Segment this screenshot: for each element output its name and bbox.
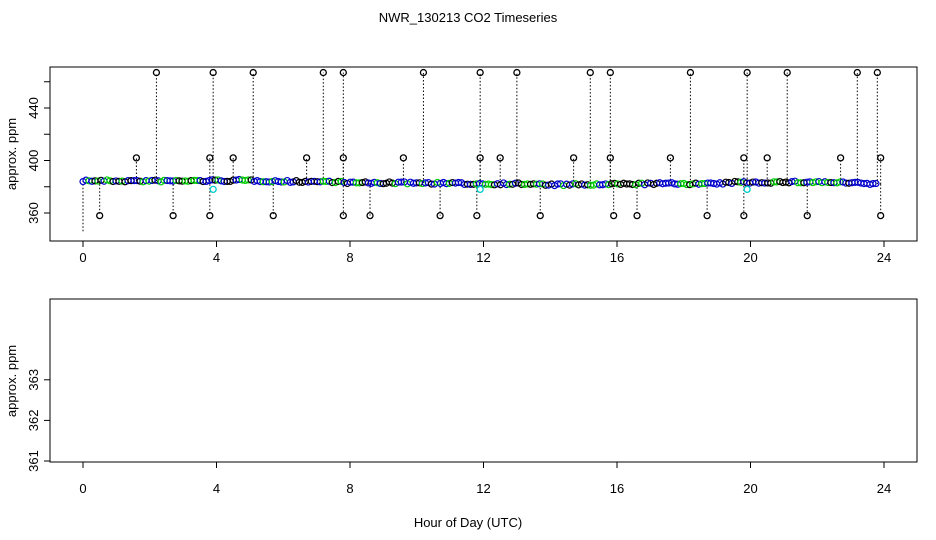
- top-ytick-label: 360: [26, 202, 41, 224]
- top-spike-low-point: [339, 211, 347, 220]
- top-axes: 0 4 8 12 16 20 24 360 400 440: [26, 81, 891, 265]
- top-spike-high-point: [513, 68, 521, 77]
- bottom-ytick-label: 362: [26, 410, 41, 432]
- top-spike-high-point: [873, 68, 881, 77]
- top-spike-low-point: [803, 211, 811, 220]
- top-baseline-point: [872, 179, 880, 188]
- top-spike-high-point: [152, 68, 161, 77]
- top-panel: approx. ppm 0 4 8 12 16 20 24 360 400 440: [4, 66, 918, 265]
- bottom-axes: 04812162024361362363384385: [26, 369, 891, 496]
- top-spike-high-point: [339, 68, 347, 77]
- chart-title: NWR_130213 CO2 Timeseries: [379, 10, 558, 25]
- top-xtick-label: 12: [476, 250, 490, 265]
- top-spike-high-point: [743, 68, 751, 77]
- top-spike-high-point: [476, 68, 484, 77]
- bottom-xtick-label: 16: [610, 481, 624, 496]
- top-spike-mid-point: [229, 154, 237, 162]
- top-xtick-label: 16: [610, 250, 624, 265]
- top-spike-mid-point: [339, 154, 347, 162]
- top-spike-mid-point: [836, 154, 845, 162]
- top-spike-high-point: [783, 68, 791, 77]
- bottom-xtick-label: 4: [213, 481, 220, 496]
- bottom-xtick-label: 12: [476, 481, 490, 496]
- top-spike-mid-point: [476, 154, 484, 162]
- top-spike-low-point: [473, 211, 481, 220]
- top-spike-mid-point: [206, 154, 214, 162]
- top-spike-low-point: [96, 211, 104, 220]
- top-spike-mid-point: [132, 154, 141, 162]
- top-spike-high-point: [209, 68, 217, 77]
- top-spike-high-point: [419, 68, 428, 77]
- bottom-xtick-label: 24: [877, 481, 891, 496]
- bottom-ytick-label: 361: [26, 450, 41, 472]
- top-xtick-label: 8: [346, 250, 353, 265]
- top-xtick-label: 20: [743, 250, 757, 265]
- top-spike-low-point: [169, 211, 177, 220]
- top-spike-low-point: [206, 211, 214, 220]
- top-spike-high-point: [606, 68, 614, 77]
- bottom-ytick-label: 363: [26, 369, 41, 391]
- top-spike-mid-point: [496, 154, 504, 162]
- bottom-xtick-label: 0: [79, 481, 86, 496]
- top-spike-high-point: [249, 68, 257, 77]
- top-spike-low-point: [366, 211, 374, 220]
- top-ylabel: approx. ppm: [4, 118, 19, 190]
- bottom-plot-frame: [49, 298, 918, 463]
- top-spike-low-point: [536, 211, 544, 220]
- top-xtick-label: 0: [79, 250, 86, 265]
- x-axis-label: Hour of Day (UTC): [414, 515, 522, 530]
- top-spike-mid-point: [399, 154, 408, 162]
- top-spike-mid-point: [569, 154, 578, 162]
- top-spike-mid-point: [666, 154, 675, 162]
- top-spike-low-point: [633, 211, 641, 220]
- top-spike-low-point: [703, 211, 711, 220]
- top-baseline-point: [869, 180, 877, 188]
- bottom-xtick-label: 20: [743, 481, 757, 496]
- top-spike-low-point: [740, 211, 748, 220]
- top-spike-low-point: [436, 211, 444, 220]
- bottom-panel: approx. ppm 04812162024361362363384385: [4, 298, 918, 496]
- top-spike-high-point: [586, 68, 594, 77]
- top-ytick-label: 400: [26, 150, 41, 172]
- top-xtick-label: 4: [213, 250, 220, 265]
- bottom-xtick-label: 8: [346, 481, 353, 496]
- top-spike-mid-point: [740, 154, 748, 162]
- top-flagged-point: [476, 185, 484, 194]
- top-flagged-point: [209, 185, 217, 194]
- top-spike-low-point: [269, 211, 277, 220]
- top-xtick-label: 24: [877, 250, 891, 265]
- top-spike-low-point: [610, 211, 618, 220]
- top-spike-high-point: [686, 68, 695, 77]
- top-spike-mid-point: [302, 154, 311, 162]
- top-spike-low-point: [877, 211, 885, 220]
- top-flagged-point: [743, 185, 751, 194]
- top-spike-high-point: [853, 68, 861, 77]
- top-ytick-label: 440: [26, 97, 41, 119]
- top-spike-high-point: [319, 68, 327, 77]
- top-marks: [79, 68, 885, 232]
- top-spike-mid-point: [877, 154, 885, 162]
- bottom-ylabel: approx. ppm: [4, 345, 19, 417]
- top-spike-mid-point: [606, 154, 614, 162]
- top-spike-mid-point: [763, 154, 771, 162]
